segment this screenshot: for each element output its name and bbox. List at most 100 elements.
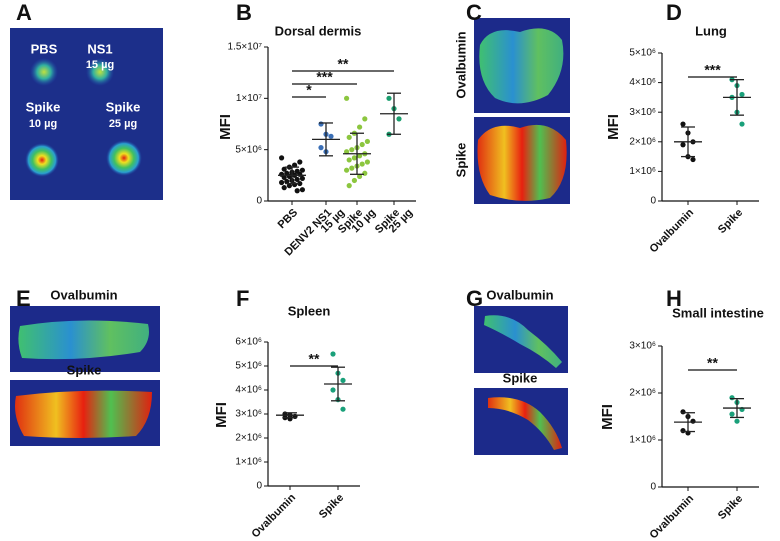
data-point	[346, 183, 352, 189]
chart-title: Lung	[695, 23, 727, 38]
y-tick-label: 1×10⁶	[235, 457, 262, 468]
data-point	[680, 409, 686, 415]
y-tick-label: 1×10⁶	[629, 435, 656, 446]
significance-label: *	[306, 82, 312, 98]
image-label: Spike	[503, 370, 538, 385]
data-point	[386, 95, 392, 101]
data-point	[330, 387, 336, 393]
data-point	[739, 121, 745, 127]
y-tick-label: 1.5×10⁷	[228, 42, 263, 53]
data-point	[364, 159, 370, 165]
spot	[106, 140, 142, 176]
y-axis-label: MFI	[605, 114, 622, 140]
image-label: PBS	[31, 41, 58, 56]
data-point	[281, 185, 287, 191]
image-label: Spike	[106, 99, 141, 114]
image-label: 10 µg	[29, 118, 57, 130]
data-point	[362, 170, 368, 176]
image-label: NS1	[87, 41, 112, 56]
data-point	[359, 161, 365, 167]
data-point	[690, 418, 696, 424]
data-point	[680, 428, 686, 434]
data-point	[297, 159, 303, 165]
spot	[25, 143, 59, 177]
x-tick-label: PBS	[276, 207, 300, 231]
data-point	[680, 142, 686, 148]
panel-letter: F	[236, 286, 249, 311]
data-point	[284, 178, 290, 185]
y-axis-label: MFI	[217, 114, 234, 140]
data-point	[328, 133, 334, 139]
chart-title: Spleen	[288, 303, 331, 318]
y-tick-label: 0	[650, 482, 656, 493]
data-point	[286, 183, 292, 189]
data-point	[396, 116, 402, 122]
data-point	[344, 95, 350, 101]
y-tick-label: 3×10⁶	[629, 107, 656, 118]
data-point	[299, 175, 305, 182]
data-point	[729, 395, 735, 401]
data-point	[292, 181, 298, 188]
organ	[477, 124, 567, 201]
y-tick-label: 2×10⁶	[235, 433, 262, 444]
organ	[488, 397, 562, 450]
data-point	[349, 165, 355, 171]
chart-title: Small intestine	[672, 305, 764, 320]
data-point	[357, 153, 363, 159]
x-tick-label: Ovalbumin	[647, 206, 696, 255]
y-tick-label: 1×10⁶	[629, 166, 656, 177]
spot	[86, 58, 114, 86]
y-tick-label: 5×10⁶	[235, 361, 262, 372]
y-tick-label: 3×10⁶	[235, 409, 262, 420]
significance-label: **	[707, 355, 718, 371]
data-point	[299, 167, 305, 173]
data-point	[739, 91, 745, 98]
y-tick-label: 2×10⁶	[629, 388, 656, 399]
image-label: Ovalbumin	[50, 287, 117, 302]
organ	[484, 315, 562, 368]
data-point	[340, 406, 346, 412]
x-tick-label: Spike	[716, 493, 745, 522]
data-point	[281, 174, 287, 180]
data-point	[330, 351, 336, 357]
y-axis-label: MFI	[599, 404, 616, 430]
x-tick-label: Spike	[317, 492, 346, 521]
organ	[15, 390, 152, 438]
x-tick-label: Ovalbumin	[647, 492, 696, 541]
y-tick-label: 6×10⁶	[235, 337, 262, 348]
data-point	[680, 121, 686, 127]
y-tick-label: 5×10⁶	[629, 48, 656, 59]
panel-letter: E	[16, 286, 31, 311]
image-label: 15 µg	[86, 59, 114, 71]
data-point	[351, 155, 357, 161]
y-tick-label: 4×10⁶	[235, 385, 262, 396]
data-point	[299, 187, 305, 193]
image-label: 25 µg	[109, 118, 137, 130]
y-tick-label: 0	[256, 481, 262, 492]
data-point	[279, 179, 285, 186]
image-label: Spike	[67, 362, 102, 377]
y-tick-label: 4×10⁶	[629, 77, 656, 88]
y-tick-label: 0	[256, 196, 262, 207]
data-point	[690, 156, 696, 163]
chart-title: Dorsal dermis	[275, 23, 362, 38]
data-point	[734, 418, 740, 424]
data-point	[346, 134, 352, 140]
y-tick-label: 1×10⁷	[236, 93, 263, 104]
data-point	[729, 411, 735, 417]
y-tick-label: 2×10⁶	[629, 136, 656, 147]
x-tick-label: Ovalbumin	[249, 491, 298, 540]
significance-label: ***	[704, 62, 721, 78]
x-tick-label: Spike	[716, 207, 745, 236]
organ	[479, 28, 564, 104]
data-point	[344, 149, 350, 155]
data-point	[297, 180, 303, 187]
data-point	[294, 188, 300, 194]
data-point	[362, 116, 368, 122]
data-point	[340, 377, 346, 383]
panel-letter: B	[236, 0, 252, 25]
data-point	[349, 147, 355, 153]
data-point	[318, 145, 324, 151]
y-tick-label: 3×10⁶	[629, 341, 656, 352]
y-tick-label: 5×10⁶	[235, 144, 262, 155]
